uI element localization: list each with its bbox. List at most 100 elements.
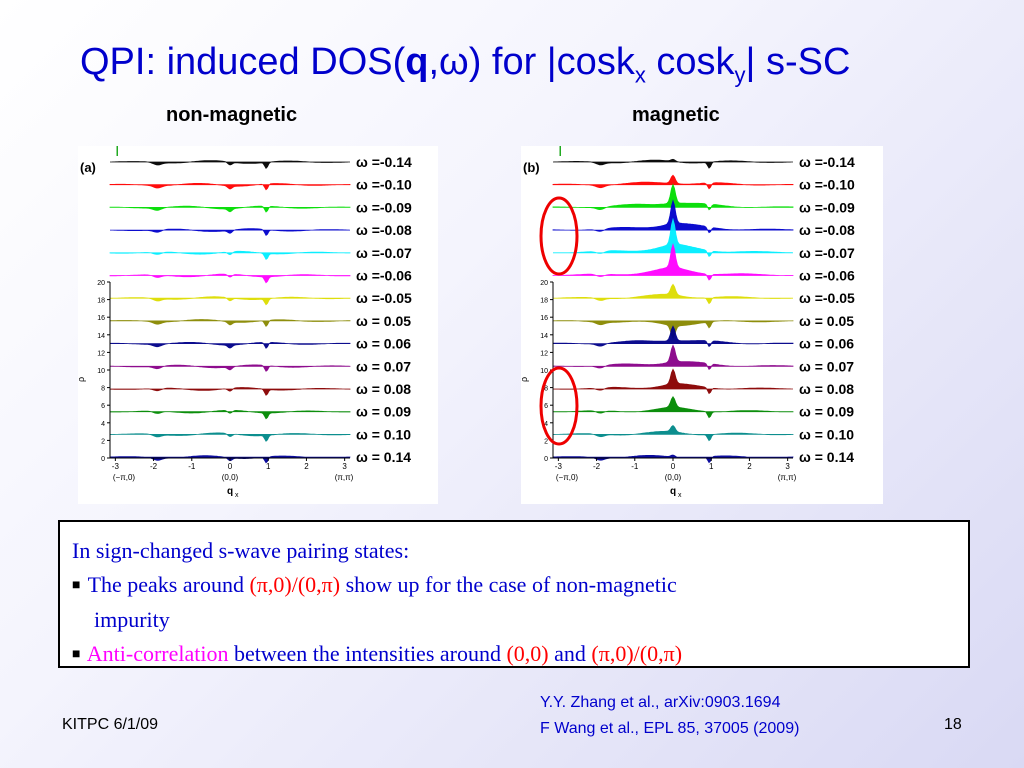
trace-9 xyxy=(552,325,794,348)
reference-1: Y.Y. Zhang et al., arXiv:0903.1694 xyxy=(540,694,781,711)
y-tick-label: 10 xyxy=(97,368,105,375)
legend-label: ω = 0.08 xyxy=(356,381,411,397)
y-tick-label: 14 xyxy=(97,333,105,340)
x-axis-label: q xyxy=(670,486,676,497)
trace-3 xyxy=(109,205,351,213)
y-axis-label: ρ xyxy=(78,377,86,382)
trace-2 xyxy=(109,183,351,191)
legend-label: ω =-0.09 xyxy=(799,199,855,215)
legend-label: ω = 0.09 xyxy=(356,404,411,420)
trace-9 xyxy=(109,341,351,349)
legend-label: ω =-0.06 xyxy=(356,268,412,284)
x-tick-label: 2 xyxy=(304,462,309,471)
trace-3 xyxy=(552,183,794,211)
legend-label: ω = 0.05 xyxy=(356,313,411,329)
x-tick-label: -1 xyxy=(631,462,639,471)
legend-label: ω = 0.07 xyxy=(799,358,854,374)
slide-title: QPI: induced DOS(q,ω) for |coskx cosky| … xyxy=(80,41,851,88)
x-tick-label: -2 xyxy=(150,462,158,471)
y-tick-label: 6 xyxy=(101,403,105,410)
legend-label: ω = 0.10 xyxy=(356,426,411,442)
y-tick-label: 12 xyxy=(540,350,548,357)
plot-non-magnetic: (a) ω =-0.14 ω =-0.10 ω =-0.09 ω =-0.08 ω =-0… xyxy=(78,146,412,499)
legend-label: ω = 0.06 xyxy=(799,336,854,352)
trace-13 xyxy=(552,424,794,442)
legend-label: ω = 0.10 xyxy=(799,426,854,442)
legend-label: ω =-0.05 xyxy=(799,290,855,306)
legend-label: ω = 0.06 xyxy=(356,336,411,352)
x-tick-label: -1 xyxy=(188,462,196,471)
x-tick-label: 1 xyxy=(266,462,271,471)
x-tick-label: -2 xyxy=(593,462,601,471)
trace-1 xyxy=(110,160,350,169)
trace-13 xyxy=(109,432,351,442)
trace-10 xyxy=(109,364,351,372)
x-tick-label: 2 xyxy=(747,462,752,471)
trace-4 xyxy=(552,199,794,234)
bullet-icon: ■ xyxy=(72,647,81,662)
legend-label: ω =-0.10 xyxy=(799,177,855,193)
figure-non-magnetic: (a) ω =-0.14 ω =-0.10 ω =-0.09 ω =-0.08 ω =-0… xyxy=(78,146,438,504)
trace-5 xyxy=(553,217,794,257)
legend-label: ω =-0.10 xyxy=(356,177,412,193)
legend-label: ω =-0.07 xyxy=(799,245,855,261)
trace-8 xyxy=(109,319,351,327)
legend-label: ω = 0.05 xyxy=(799,313,854,329)
y-tick-label: 2 xyxy=(101,438,105,445)
y-tick-label: 4 xyxy=(101,421,105,428)
x-tick-label: 0 xyxy=(671,462,676,471)
y-tick-label: 6 xyxy=(544,403,548,410)
y-axis-label: ρ xyxy=(521,377,529,382)
y-tick-label: 20 xyxy=(97,280,105,287)
trace-12 xyxy=(552,395,794,419)
trace-6 xyxy=(552,242,794,281)
summary-bullet-1-cont: impurity xyxy=(94,607,170,632)
x-tick-label: -3 xyxy=(555,462,563,471)
legend-label: ω =-0.07 xyxy=(356,245,412,261)
x-point-label: (0,0) xyxy=(665,473,682,482)
trace-11 xyxy=(552,368,793,395)
legend-label: ω =-0.08 xyxy=(356,222,412,238)
y-tick-label: 4 xyxy=(544,421,548,428)
x-tick-label: 1 xyxy=(709,462,714,471)
trace-7 xyxy=(552,283,793,305)
trace-11 xyxy=(109,387,351,396)
y-tick-label: 8 xyxy=(101,386,105,393)
trace-1 xyxy=(552,158,793,169)
trace-10 xyxy=(552,344,794,371)
x-point-label: (π,π) xyxy=(335,473,354,482)
panel-label-non-magnetic: non-magnetic xyxy=(166,104,298,126)
footer-venue: KITPC 6/1/09 xyxy=(62,716,159,733)
legend-label: ω = 0.14 xyxy=(799,449,854,465)
x-point-label: (0,0) xyxy=(222,473,239,482)
panel-tag: (b) xyxy=(523,160,540,175)
legend-label: ω =-0.05 xyxy=(356,290,412,306)
legend-label: ω =-0.08 xyxy=(799,222,855,238)
trace-5 xyxy=(109,250,351,261)
y-tick-label: 0 xyxy=(101,456,105,463)
y-tick-label: 20 xyxy=(540,280,548,287)
x-tick-label: -3 xyxy=(112,462,120,471)
legend-label: ω =-0.14 xyxy=(356,154,412,170)
y-tick-label: 2 xyxy=(544,438,548,445)
bullet-icon: ■ xyxy=(72,578,81,593)
y-tick-label: 10 xyxy=(540,368,548,375)
legend-label: ω =-0.14 xyxy=(799,154,855,170)
legend-label: ω =-0.06 xyxy=(799,268,855,284)
highlight-circle-upper xyxy=(539,196,579,276)
x-axis-label: q xyxy=(227,486,233,497)
figure-magnetic: (b) ω =-0.14 ω =-0.10 ω =-0.09 ω =-0.08 ω =-0… xyxy=(521,146,883,504)
y-tick-label: 16 xyxy=(540,315,548,322)
legend-label: ω =-0.09 xyxy=(356,199,412,215)
trace-4 xyxy=(110,228,351,237)
x-tick-label: 3 xyxy=(785,462,790,471)
panel-label-magnetic: magnetic xyxy=(632,104,720,126)
y-tick-label: 14 xyxy=(540,333,548,340)
x-point-label: (−π,0) xyxy=(556,473,579,482)
highlight-circle-lower xyxy=(539,366,579,446)
legend-label: ω = 0.09 xyxy=(799,404,854,420)
y-tick-label: 18 xyxy=(97,298,105,305)
summary-bullet-1: ■ The peaks around (π,0)/(0,π) show up f… xyxy=(72,572,677,597)
references: Y.Y. Zhang et al., arXiv:0903.1694 F Wan… xyxy=(540,690,799,742)
summary-heading: In sign-changed s-wave pairing states: xyxy=(72,538,410,563)
